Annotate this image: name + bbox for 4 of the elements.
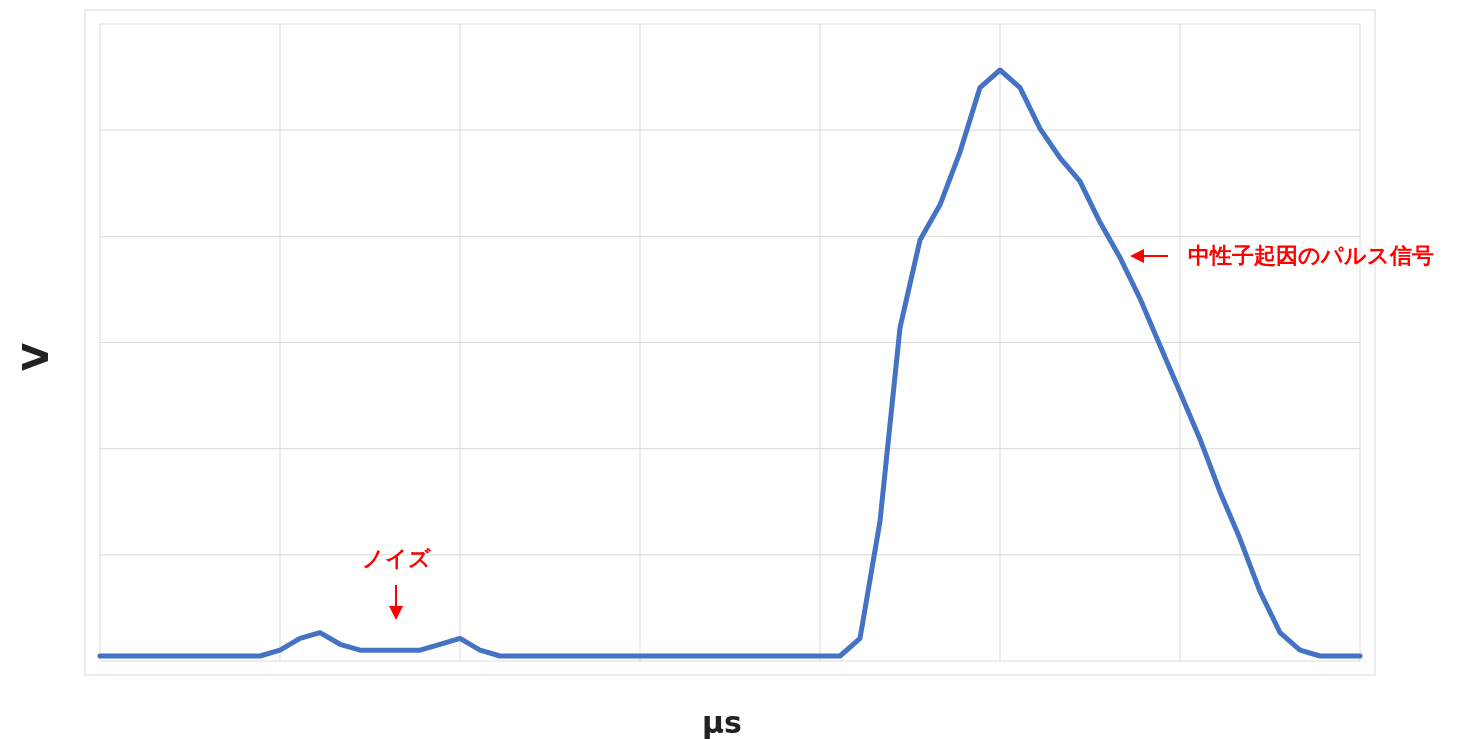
annotation: ノイズ xyxy=(361,546,431,571)
annotation: 中性子起因のパルス信号 xyxy=(1188,243,1434,268)
y-axis-title: V xyxy=(15,342,56,371)
x-axis-title: μs xyxy=(702,705,742,739)
